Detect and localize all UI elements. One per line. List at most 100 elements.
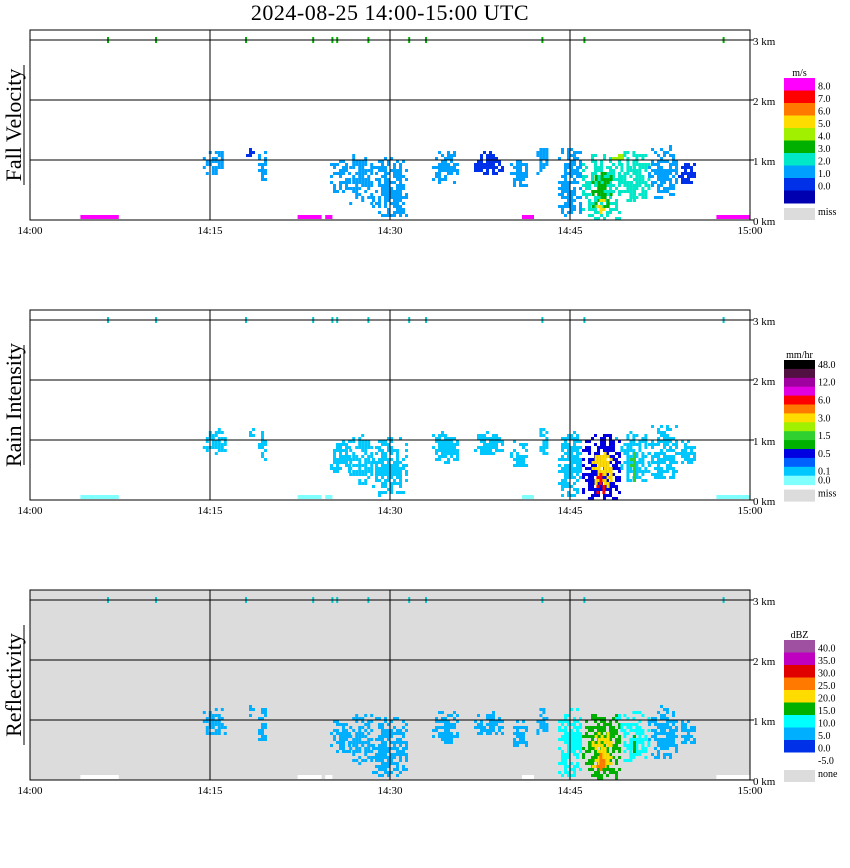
echo-pixel xyxy=(588,199,591,202)
colorbar-swatch xyxy=(784,702,815,716)
echo-pixel xyxy=(564,196,567,199)
echo-pixel xyxy=(364,458,368,461)
echo-pixel xyxy=(576,762,579,765)
echo-pixel xyxy=(214,446,218,449)
echo-pixel xyxy=(355,190,359,193)
echo-pixel xyxy=(675,440,678,443)
echo-pixel xyxy=(644,196,648,199)
echo-pixel xyxy=(348,446,351,449)
echo-pixel xyxy=(660,732,663,735)
echo-pixel xyxy=(644,756,648,759)
echo-pixel xyxy=(438,735,441,738)
echo-pixel xyxy=(672,160,675,163)
echo-pixel xyxy=(330,181,333,184)
echo-pixel xyxy=(660,431,663,434)
echo-pixel xyxy=(641,175,645,178)
echo-pixel xyxy=(378,178,381,181)
echo-pixel xyxy=(618,476,621,479)
echo-pixel xyxy=(393,190,396,193)
echo-pixel xyxy=(489,151,492,154)
echo-pixel xyxy=(576,464,579,467)
echo-pixel xyxy=(663,172,666,175)
echo-pixel xyxy=(669,154,672,157)
echo-pixel xyxy=(522,446,525,449)
echo-pixel xyxy=(629,440,633,443)
echo-pixel xyxy=(501,720,504,723)
echo-pixel xyxy=(599,756,603,759)
echo-pixel xyxy=(633,178,636,181)
echo-pixel xyxy=(217,151,221,154)
echo-pixel xyxy=(672,455,675,458)
echo-pixel xyxy=(647,184,651,187)
echo-pixel xyxy=(384,771,387,774)
echo-pixel xyxy=(495,166,498,169)
echo-pixel xyxy=(372,756,375,759)
echo-pixel xyxy=(393,756,396,759)
echo-pixel xyxy=(591,193,595,196)
echo-pixel xyxy=(597,458,601,461)
echo-pixel xyxy=(615,476,618,479)
echo-pixel xyxy=(364,753,368,756)
echo-pixel xyxy=(217,717,221,720)
echo-pixel xyxy=(402,175,405,178)
echo-pixel xyxy=(516,455,519,458)
echo-pixel xyxy=(564,214,567,217)
echo-pixel xyxy=(612,208,615,211)
echo-pixel xyxy=(597,193,601,196)
echo-pixel xyxy=(620,467,624,470)
echo-pixel xyxy=(516,741,519,744)
echo-pixel xyxy=(396,455,399,458)
echo-pixel xyxy=(223,726,227,729)
echo-pixel xyxy=(599,479,603,482)
echo-pixel xyxy=(612,717,615,720)
echo-pixel xyxy=(626,717,630,720)
echo-pixel xyxy=(641,178,645,181)
echo-pixel xyxy=(591,437,594,440)
echo-pixel xyxy=(564,458,567,461)
echo-pixel xyxy=(600,160,603,163)
low-level-mark xyxy=(325,215,333,219)
echo-pixel xyxy=(348,464,351,467)
echo-pixel xyxy=(585,166,588,169)
echo-pixel xyxy=(641,181,645,184)
echo-pixel xyxy=(647,470,651,473)
echo-pixel xyxy=(561,181,564,184)
echo-pixel xyxy=(387,479,390,482)
echo-pixel xyxy=(606,735,610,738)
echo-pixel xyxy=(603,446,606,449)
echo-pixel xyxy=(672,437,675,440)
echo-pixel xyxy=(576,440,579,443)
echo-pixel xyxy=(669,735,672,738)
echo-pixel xyxy=(573,190,576,193)
echo-pixel xyxy=(567,202,570,205)
echo-pixel xyxy=(525,744,528,747)
colorbar-label: 35.0 xyxy=(818,656,836,667)
echo-pixel xyxy=(396,774,399,777)
echo-pixel xyxy=(576,720,579,723)
echo-pixel xyxy=(525,449,528,452)
echo-pixel xyxy=(561,482,564,485)
echo-pixel xyxy=(579,768,582,771)
echo-pixel xyxy=(375,765,378,768)
colorbar-swatch xyxy=(784,115,815,129)
echo-pixel xyxy=(375,753,378,756)
echo-pixel xyxy=(635,461,639,464)
echo-pixel xyxy=(618,172,621,175)
echo-pixel xyxy=(599,762,603,765)
echo-pixel xyxy=(626,434,630,437)
echo-pixel xyxy=(591,202,594,205)
echo-pixel xyxy=(405,759,408,762)
echo-pixel xyxy=(573,494,576,497)
echo-pixel xyxy=(450,160,453,163)
echo-pixel xyxy=(641,461,645,464)
echo-pixel xyxy=(258,738,261,741)
echo-pixel xyxy=(393,470,396,473)
echo-pixel xyxy=(638,461,642,464)
echo-pixel xyxy=(618,756,621,759)
echo-pixel xyxy=(361,178,365,181)
echo-pixel xyxy=(654,747,657,750)
echo-pixel xyxy=(364,160,368,163)
echo-pixel xyxy=(384,184,387,187)
echo-pixel xyxy=(435,440,438,443)
echo-pixel xyxy=(669,166,672,169)
